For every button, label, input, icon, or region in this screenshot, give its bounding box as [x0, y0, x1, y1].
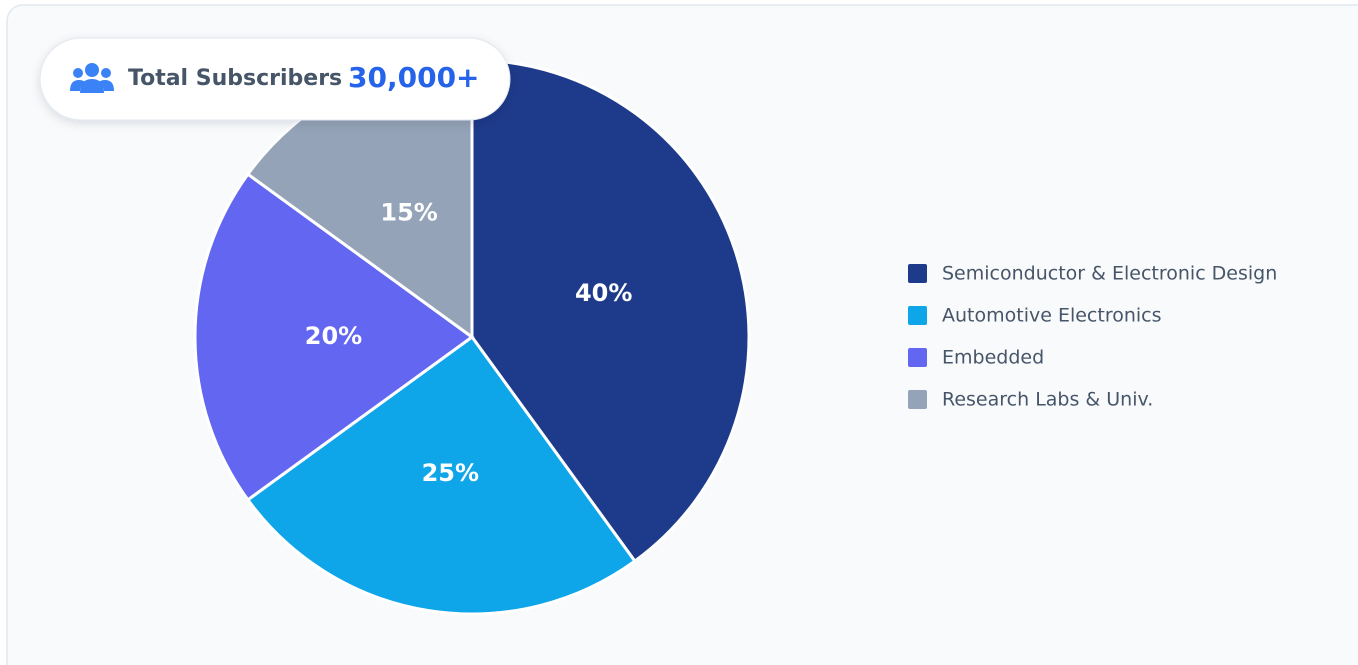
legend: Semiconductor & Electronic Design Automot…: [908, 263, 1277, 411]
badge: Total Subscribers 30,000+: [39, 37, 511, 121]
badge-background: [39, 37, 511, 121]
badge-label: Total Subscribers: [128, 66, 342, 91]
slice-label: 25%: [422, 459, 479, 487]
slice-label: 15%: [380, 199, 437, 227]
pie: 40% 25% 20% 15%: [193, 58, 751, 616]
pie-slice: [245, 334, 637, 616]
slice-label: 40%: [575, 279, 632, 307]
legend-swatch: [908, 264, 927, 283]
legend-label: Automotive Electronics: [942, 305, 1162, 327]
slice-label: 20%: [305, 322, 362, 350]
pie-slice: [470, 58, 751, 564]
legend-label: Semiconductor & Electronic Design: [942, 263, 1277, 285]
pie-slice: [193, 172, 475, 502]
badge-value: 30,000+: [348, 61, 480, 94]
legend-label: Embedded: [942, 347, 1044, 369]
users-icon: [70, 63, 114, 93]
legend-swatch: [908, 348, 927, 367]
legend-swatch: [908, 306, 927, 325]
legend-swatch: [908, 390, 927, 409]
legend-label: Research Labs & Univ.: [942, 389, 1153, 411]
